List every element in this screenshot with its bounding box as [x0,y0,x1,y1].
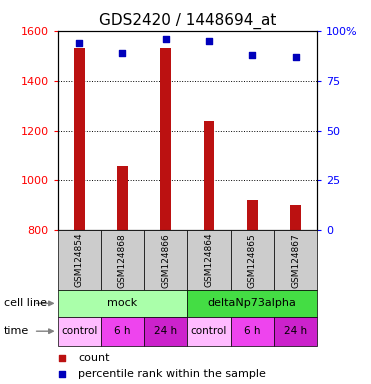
Bar [117,166,128,230]
Bar [101,317,144,346]
Bar [187,317,231,346]
Point [249,51,255,58]
Text: GSM124865: GSM124865 [248,233,257,288]
Text: control: control [191,326,227,336]
Point [119,50,125,56]
Bar [231,230,274,290]
Text: 24 h: 24 h [154,326,177,336]
Text: deltaNp73alpha: deltaNp73alpha [208,298,297,308]
Text: GSM124866: GSM124866 [161,233,170,288]
Bar [274,317,317,346]
Bar [187,290,317,317]
Text: 24 h: 24 h [284,326,307,336]
Text: time: time [4,326,29,336]
Point [59,371,65,377]
Bar [274,230,317,290]
Text: GSM124867: GSM124867 [291,233,300,288]
Point [59,355,65,361]
Text: 6 h: 6 h [114,326,131,336]
Text: cell line: cell line [4,298,47,308]
Bar [144,317,187,346]
Text: count: count [78,353,109,363]
Text: control: control [61,326,97,336]
Point [206,38,212,44]
Bar [160,48,171,230]
Text: GSM124864: GSM124864 [204,233,213,288]
Bar [231,317,274,346]
Text: 6 h: 6 h [244,326,260,336]
Bar [58,230,101,290]
Bar [247,200,258,230]
Text: GSM124868: GSM124868 [118,233,127,288]
Text: GSM124854: GSM124854 [75,233,83,288]
Bar [101,230,144,290]
Bar [290,205,301,230]
Bar [187,230,231,290]
Bar [144,230,187,290]
Bar [58,317,101,346]
Bar [204,121,214,230]
Bar [74,48,85,230]
Bar [58,290,187,317]
Title: GDS2420 / 1448694_at: GDS2420 / 1448694_at [99,13,276,29]
Point [163,36,169,42]
Text: mock: mock [107,298,138,308]
Point [293,54,299,60]
Point [76,40,82,46]
Text: percentile rank within the sample: percentile rank within the sample [78,369,266,379]
